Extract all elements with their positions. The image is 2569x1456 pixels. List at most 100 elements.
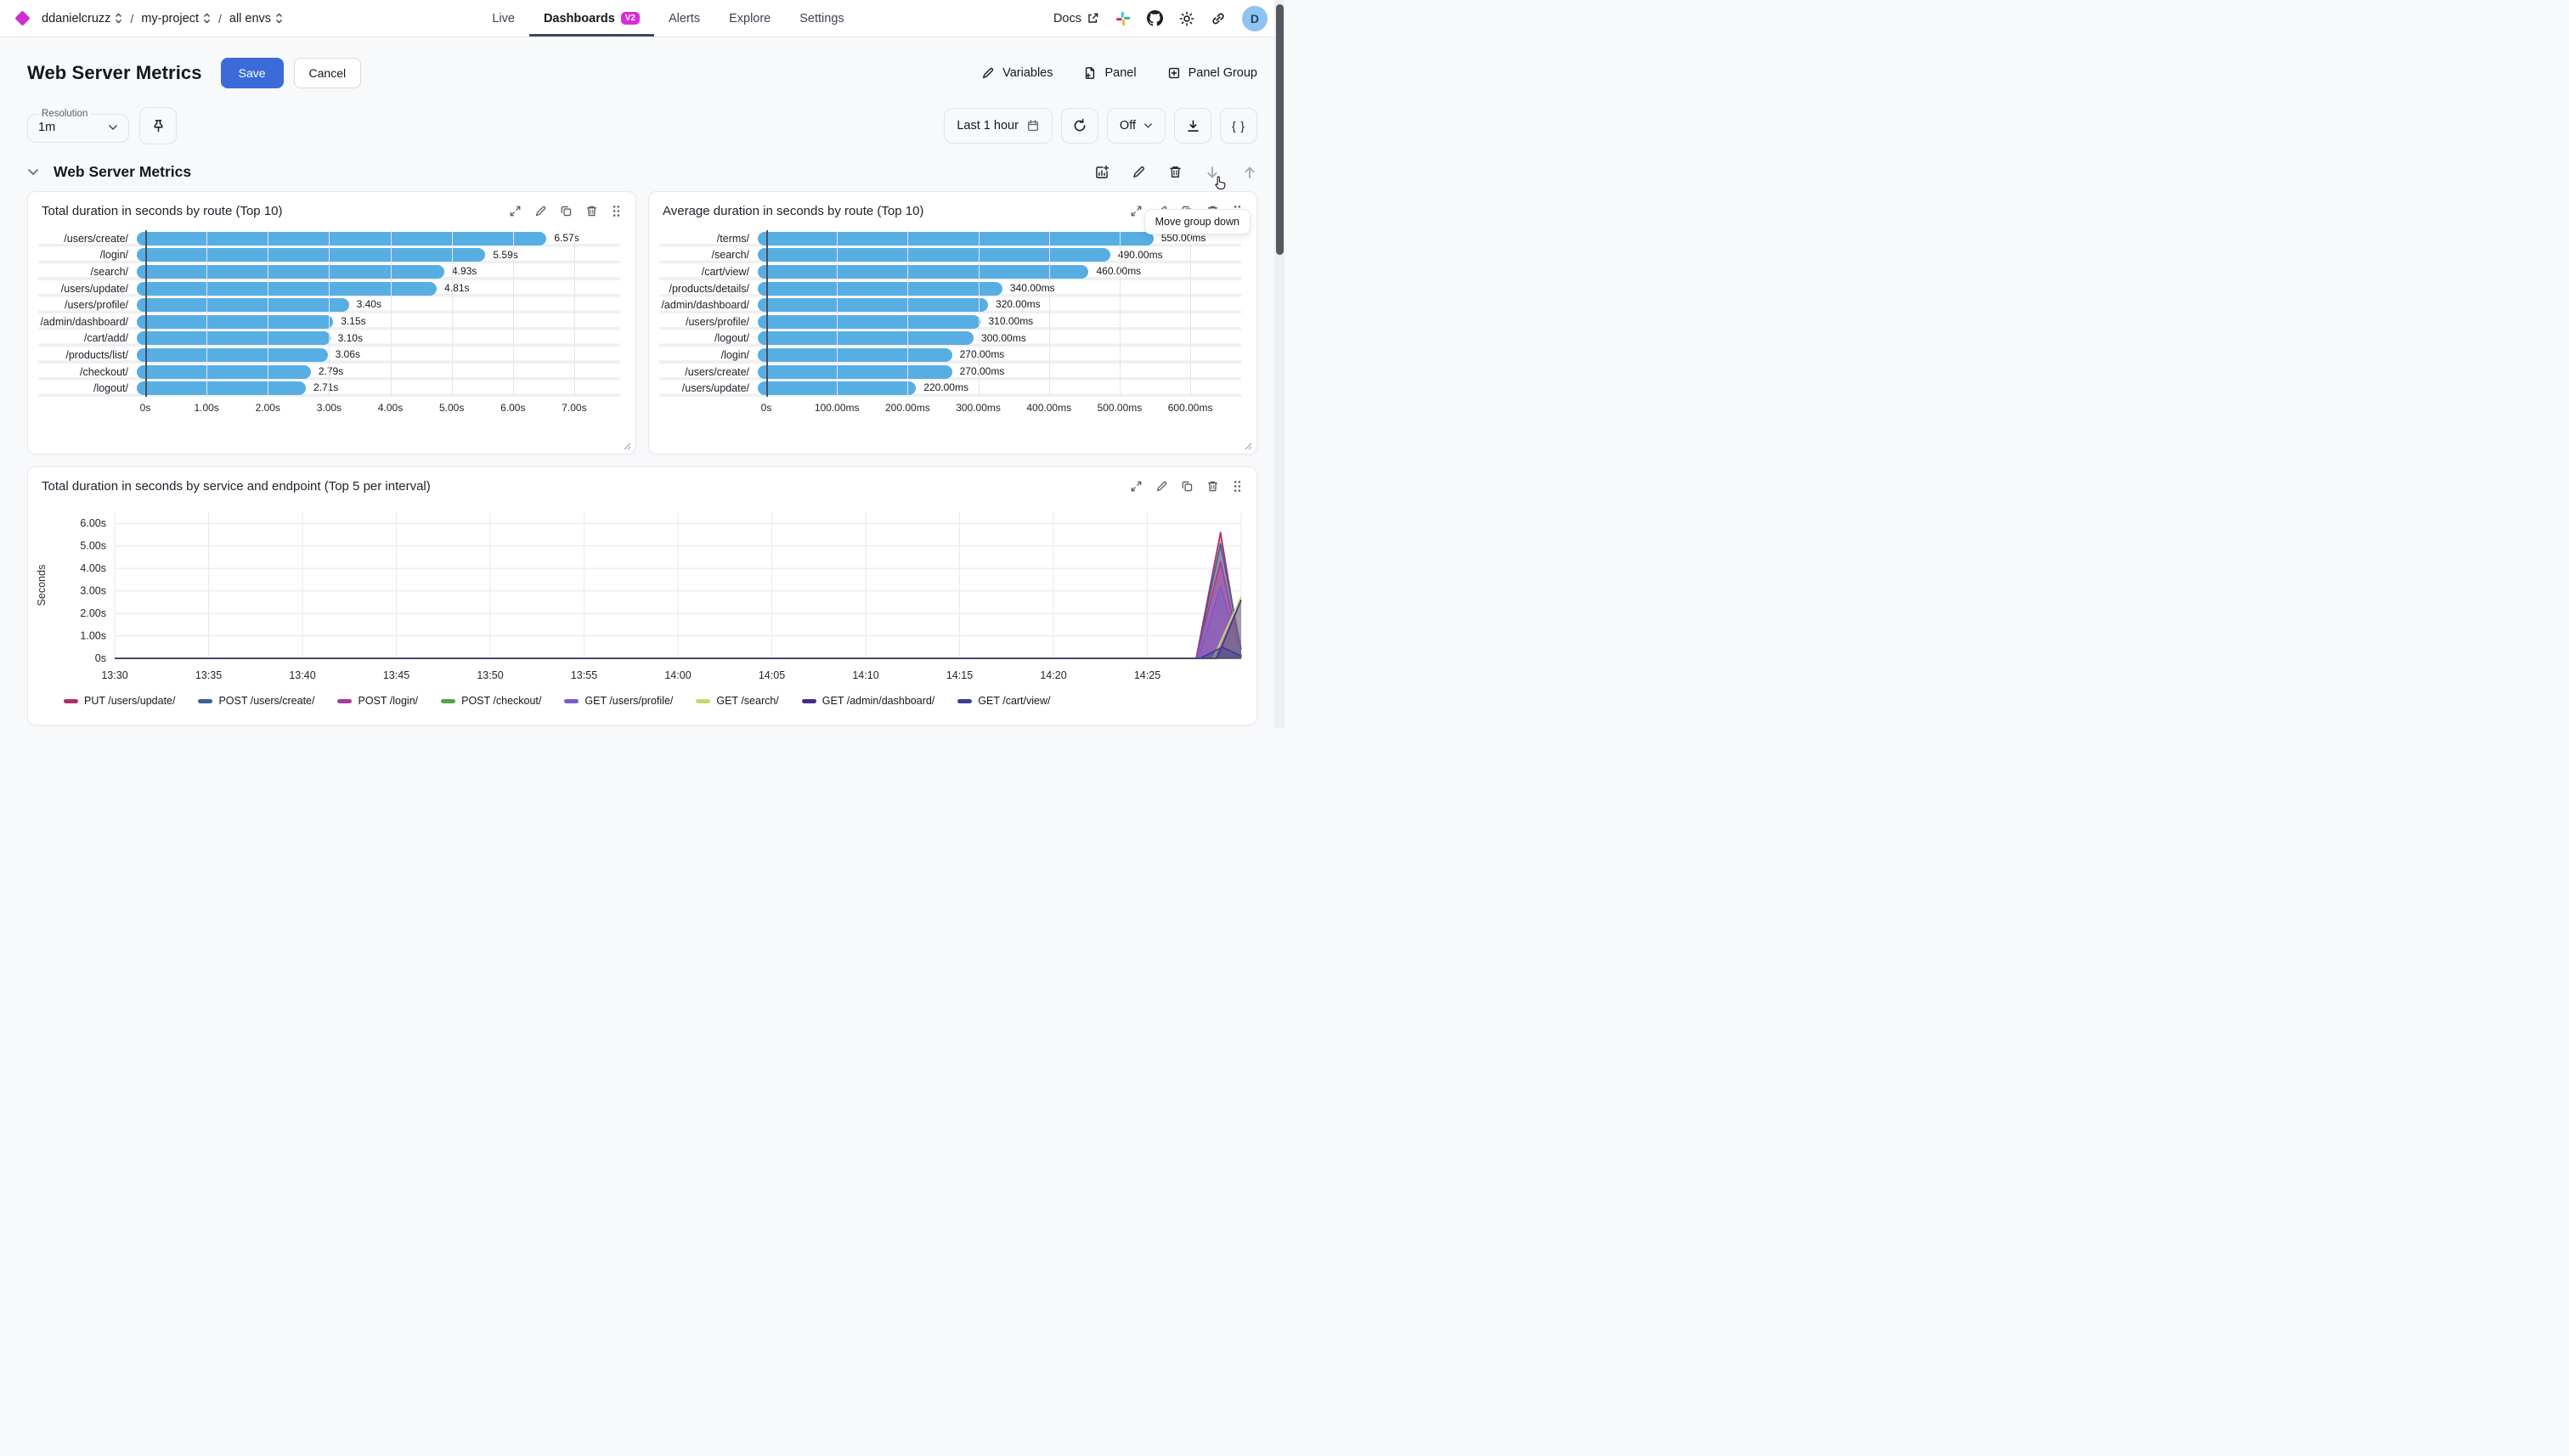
docs-link[interactable]: Docs [1053, 12, 1099, 25]
bar-category-label: /users/create/ [685, 365, 749, 378]
breadcrumb: ddanielcruzz / my-project / all envs [42, 0, 283, 37]
page-scrollbar-thumb[interactable] [1275, 4, 1284, 255]
breadcrumb-account[interactable]: ddanielcruzz [42, 12, 122, 25]
bar-row: /users/create/6.57s [38, 230, 620, 247]
tab-explore[interactable]: Explore [714, 0, 785, 37]
bar-row: /users/update/4.81s [38, 280, 620, 297]
tab-alerts[interactable]: Alerts [654, 0, 714, 37]
bar[interactable] [758, 248, 1110, 262]
bar[interactable] [137, 298, 349, 313]
page-scrollbar[interactable] [1274, 0, 1284, 728]
bar[interactable] [137, 281, 438, 296]
copy-link-icon[interactable] [1211, 11, 1226, 26]
bar-row: /products/list/3.06s [38, 347, 620, 364]
theme-sun-icon[interactable] [1179, 11, 1194, 26]
bar-row: /users/profile/310.00ms [659, 313, 1241, 330]
delete-panel-icon[interactable] [585, 205, 598, 217]
delete-group-icon[interactable] [1168, 165, 1183, 179]
bar[interactable] [137, 248, 486, 262]
bar[interactable] [758, 264, 1089, 279]
edit-panel-icon[interactable] [534, 205, 547, 217]
avatar[interactable]: D [1241, 5, 1268, 31]
x-tick-label: 0s [760, 402, 772, 414]
bar-track: 5.59s [137, 247, 620, 264]
download-button[interactable] [1174, 108, 1211, 144]
area-chart-duration-timeseries: 0s 1.00s 2.00s 3.00s 4.00s 5.00s 6.00s 13:30 13:… [33, 500, 1251, 692]
save-button[interactable]: Save [220, 58, 284, 88]
download-icon [1186, 119, 1200, 133]
tab-live[interactable]: Live [477, 0, 529, 37]
resolution-select[interactable]: Resolution 1m [27, 109, 129, 143]
legend-item[interactable]: POST /users/create/ [198, 695, 314, 707]
tab-settings[interactable]: Settings [785, 0, 858, 37]
add-panel-to-group-icon[interactable] [1094, 165, 1109, 180]
bar-value-label: 3.40s [356, 298, 381, 311]
resize-handle-icon[interactable] [1245, 443, 1252, 450]
time-range-button[interactable]: Last 1 hour [944, 108, 1053, 144]
legend-item[interactable]: GET /users/profile/ [564, 695, 673, 707]
duplicate-panel-icon[interactable] [1181, 480, 1194, 493]
controls-row: Resolution 1m Last 1 hour Off [27, 107, 1257, 144]
refresh-button[interactable] [1060, 108, 1098, 144]
duplicate-panel-icon[interactable] [560, 205, 573, 217]
x-tick-label: 14:25 [1134, 669, 1160, 681]
collapse-group-chevron-icon[interactable] [27, 168, 39, 176]
bar[interactable] [758, 347, 952, 362]
code-view-button[interactable]: { } [1220, 108, 1257, 144]
edit-group-icon[interactable] [1132, 165, 1146, 179]
bar[interactable] [758, 364, 952, 379]
legend-item[interactable]: GET /search/ [696, 695, 779, 707]
legend-item[interactable]: GET /admin/dashboard/ [801, 695, 934, 707]
bar[interactable] [137, 231, 547, 245]
edit-panel-icon[interactable] [1155, 480, 1168, 493]
bar[interactable] [137, 331, 330, 346]
x-tick-label: 13:35 [195, 669, 222, 681]
bar[interactable] [137, 381, 306, 396]
legend-item[interactable]: POST /login/ [337, 695, 418, 707]
legend-item[interactable]: POST /checkout/ [441, 695, 541, 707]
expand-panel-icon[interactable] [509, 205, 522, 217]
add-panel-group-button[interactable]: Panel Group [1167, 66, 1257, 80]
x-axis-ticks: 0s 100.00ms 200.00ms 300.00ms 400.00ms 500.00… [761, 402, 1241, 419]
brand-logo[interactable] [14, 0, 31, 37]
drag-handle-icon[interactable] [611, 205, 622, 217]
bar[interactable] [137, 314, 334, 329]
expand-panel-icon[interactable] [1130, 480, 1143, 493]
breadcrumb-project[interactable]: my-project [141, 12, 211, 25]
bar[interactable] [137, 264, 444, 279]
expand-panel-icon[interactable] [1130, 205, 1143, 217]
bar[interactable] [758, 381, 917, 396]
auto-refresh-select[interactable]: Off [1106, 108, 1166, 144]
bar[interactable] [137, 347, 328, 362]
breadcrumb-environment-label: all envs [229, 11, 272, 25]
edit-panel-icon[interactable] [1155, 205, 1168, 217]
bar[interactable] [758, 331, 974, 346]
y-tick-label: 6.00s [80, 517, 106, 529]
legend-label: GET /cart/view/ [978, 695, 1051, 707]
delete-panel-icon[interactable] [1206, 480, 1219, 493]
move-group-up-icon[interactable] [1242, 165, 1257, 180]
breadcrumb-environment[interactable]: all envs [229, 12, 283, 25]
legend-item[interactable]: GET /cart/view/ [957, 695, 1051, 707]
legend-item[interactable]: PUT /users/update/ [64, 695, 175, 707]
cancel-button[interactable]: Cancel [293, 58, 362, 88]
bar-category-label: /logout/ [714, 332, 749, 345]
bar[interactable] [758, 281, 1002, 296]
bar[interactable] [758, 314, 981, 329]
github-icon[interactable] [1146, 10, 1163, 26]
resize-handle-icon[interactable] [624, 443, 631, 450]
bar[interactable] [758, 231, 1154, 245]
bar-row: /admin/dashboard/320.00ms [659, 296, 1241, 313]
drag-handle-icon[interactable] [1232, 480, 1243, 493]
x-tick-label: 0s [139, 402, 151, 414]
bar-row: /admin/dashboard/3.15s [38, 313, 620, 330]
move-group-down-icon[interactable] [1205, 165, 1220, 180]
pin-resolution-button[interactable] [139, 107, 177, 144]
tab-dashboards[interactable]: Dashboards V2 [528, 0, 654, 37]
variables-button[interactable]: Variables [981, 66, 1053, 80]
bar[interactable] [758, 298, 988, 313]
slack-icon[interactable] [1115, 11, 1131, 26]
title-row: Web Server Metrics Save Cancel Variables… [27, 58, 1257, 88]
bar[interactable] [137, 364, 311, 379]
add-panel-button[interactable]: Panel [1083, 66, 1137, 80]
